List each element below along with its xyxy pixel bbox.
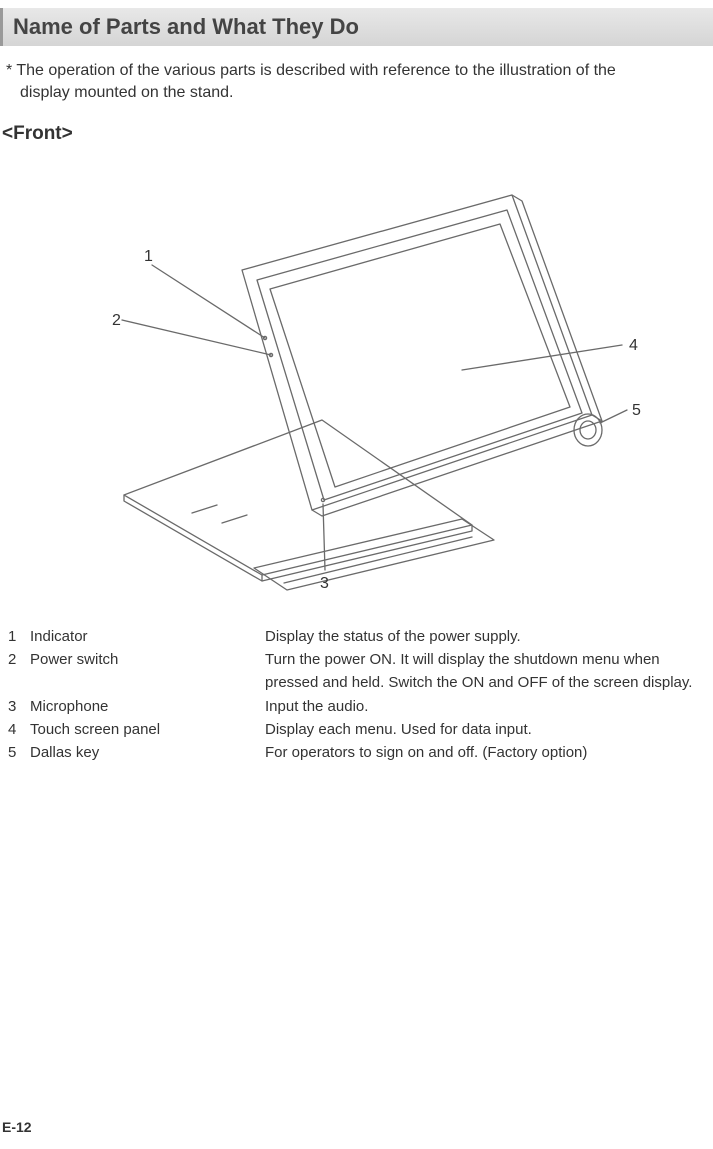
- part-desc: Turn the power ON. It will display the s…: [265, 648, 705, 695]
- table-row: 1 Indicator Display the status of the po…: [8, 625, 705, 648]
- part-num: 2: [8, 648, 30, 671]
- table-row: 4 Touch screen panel Display each menu. …: [8, 718, 705, 741]
- front-subtitle: <Front>: [2, 123, 713, 145]
- intro-line1: * The operation of the various parts is …: [6, 60, 703, 82]
- section-title: Name of Parts and What They Do: [13, 14, 359, 39]
- part-num: 3: [8, 695, 30, 718]
- callout-5: 5: [632, 402, 641, 419]
- table-row: 2 Power switch Turn the power ON. It wil…: [8, 648, 705, 695]
- table-row: 5 Dallas key For operators to sign on an…: [8, 741, 705, 764]
- part-desc: Display the status of the power supply.: [265, 625, 705, 648]
- callout-3: 3: [320, 575, 329, 592]
- callout-4: 4: [629, 337, 638, 354]
- callout-1: 1: [144, 248, 153, 265]
- part-desc: Display each menu. Used for data input.: [265, 718, 705, 741]
- part-desc: Input the audio.: [265, 695, 705, 718]
- part-name: Touch screen panel: [30, 718, 265, 741]
- device-diagram: 1 2 3 4 5: [62, 165, 652, 595]
- part-num: 1: [8, 625, 30, 648]
- intro-line2: display mounted on the stand.: [6, 82, 703, 104]
- intro-paragraph: * The operation of the various parts is …: [0, 60, 703, 105]
- section-header: Name of Parts and What They Do: [0, 8, 713, 46]
- diagram-container: 1 2 3 4 5: [0, 165, 713, 595]
- part-name: Indicator: [30, 625, 265, 648]
- part-name: Microphone: [30, 695, 265, 718]
- part-num: 5: [8, 741, 30, 764]
- part-name: Power switch: [30, 648, 265, 671]
- table-row: 3 Microphone Input the audio.: [8, 695, 705, 718]
- callout-2: 2: [112, 312, 121, 329]
- parts-list: 1 Indicator Display the status of the po…: [8, 625, 705, 765]
- part-desc: For operators to sign on and off. (Facto…: [265, 741, 705, 764]
- part-name: Dallas key: [30, 741, 265, 764]
- part-num: 4: [8, 718, 30, 741]
- page-number: E-12: [2, 1119, 32, 1135]
